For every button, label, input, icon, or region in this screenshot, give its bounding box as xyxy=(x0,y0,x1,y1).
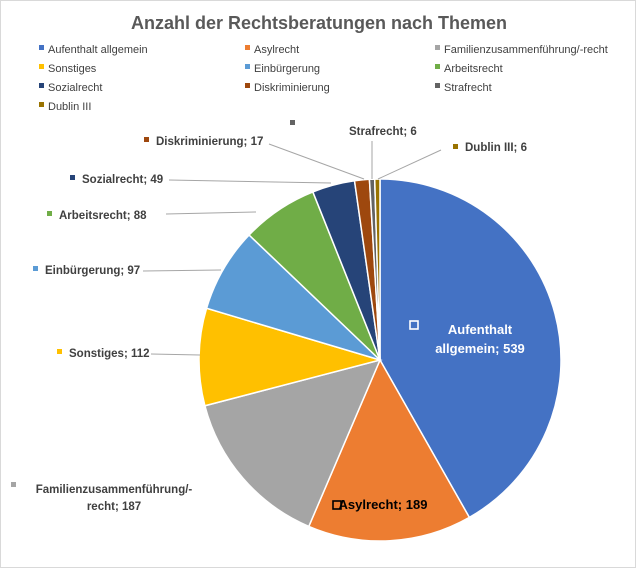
legend: Aufenthalt allgemein Asylrecht Familienzus… xyxy=(39,44,608,113)
data-label-asylrecht: Asylrecht; 189 xyxy=(339,497,428,512)
pie-slice-aufenthalt-allgemein xyxy=(379,178,562,519)
leader-line-einbuergerung xyxy=(142,269,222,272)
legend-entry-familienzusammenfuehrung-recht: Familienzusammenführung/-recht xyxy=(444,44,608,56)
legend-swatch-asylrecht xyxy=(245,45,250,50)
data-label-diskriminierung: Diskriminierung; 17 xyxy=(156,136,263,148)
leader-line-sozialrecht xyxy=(168,179,332,184)
data-label-marker-dublin-iii xyxy=(453,144,458,149)
leader-line-sonstiges xyxy=(150,353,201,356)
legend-entry-aufenthalt-allgemein: Aufenthalt allgemein xyxy=(48,44,148,56)
legend-entry-diskriminierung: Diskriminierung xyxy=(254,82,330,94)
data-label-marker-strafrecht xyxy=(290,120,295,125)
data-label-einbuergerung: Einbürgerung; 97 xyxy=(45,265,140,277)
data-label-sozialrecht: Sozialrecht; 49 xyxy=(82,174,163,186)
legend-entry-sonstiges: Sonstiges xyxy=(48,63,97,75)
chart-title: Anzahl der Rechtsberatungen nach Themen xyxy=(131,13,507,33)
data-label-marker-arbeitsrecht xyxy=(47,211,52,216)
data-label-dublin-iii: Dublin III; 6 xyxy=(465,142,527,154)
pie-slice-asylrecht xyxy=(307,358,471,542)
data-label-marker-diskriminierung xyxy=(144,137,149,142)
data-label-marker-einbuergerung xyxy=(33,266,38,271)
legend-swatch-strafrecht xyxy=(435,83,440,88)
legend-swatch-aufenthalt-allgemein xyxy=(39,45,44,50)
legend-swatch-familienzusammenfuehrung-recht xyxy=(435,45,440,50)
legend-swatch-dublin-iii xyxy=(39,102,44,107)
data-label-sonstiges: Sonstiges; 112 xyxy=(69,348,150,360)
legend-entry-dublin-iii: Dublin III xyxy=(48,101,91,113)
legend-swatch-diskriminierung xyxy=(245,83,250,88)
data-label-marker-asylrecht xyxy=(332,500,342,510)
data-labels: Aufenthalt allgemein; 539 Asylrecht; 189 Fa… xyxy=(11,120,527,513)
legend-entry-strafrecht: Strafrecht xyxy=(444,82,492,94)
data-label-arbeitsrecht: Arbeitsrecht; 88 xyxy=(59,210,147,222)
data-label-aufenthalt-allgemein: Aufenthalt allgemein; 539 xyxy=(435,322,525,356)
legend-swatch-sozialrecht xyxy=(39,83,44,88)
leader-line-diskriminierung xyxy=(268,143,365,180)
legend-entry-asylrecht: Asylrecht xyxy=(254,44,299,56)
data-label-familienzusammenfuehrung-recht: Familienzusammenführung/-recht; 187 xyxy=(36,484,193,513)
leader-line-arbeitsrecht xyxy=(165,211,257,215)
data-label-marker-aufenthalt-allgemein xyxy=(409,320,419,330)
legend-swatch-einbuergerung xyxy=(245,64,250,69)
legend-entry-arbeitsrecht: Arbeitsrecht xyxy=(444,63,503,75)
legend-entry-sozialrecht: Sozialrecht xyxy=(48,82,102,94)
pie-slice-dublin-iii xyxy=(373,178,381,361)
legend-swatch-arbeitsrecht xyxy=(435,64,440,69)
leader-line-dublin-iii xyxy=(377,149,442,180)
leader-lines xyxy=(142,141,442,356)
pie-slice-familienzusammenfuehrung-recht xyxy=(203,358,382,528)
data-label-marker-sozialrecht xyxy=(70,175,75,180)
data-label-marker-sonstiges xyxy=(57,349,62,354)
legend-swatch-sonstiges xyxy=(39,64,44,69)
pie-slice-sonstiges xyxy=(198,307,383,407)
pie-slices xyxy=(198,178,562,542)
data-label-marker-familienzusammenfuehrung-recht xyxy=(11,482,16,487)
data-label-strafrecht: Strafrecht; 6 xyxy=(349,126,417,138)
legend-entry-einbuergerung: Einbürgerung xyxy=(254,63,320,75)
